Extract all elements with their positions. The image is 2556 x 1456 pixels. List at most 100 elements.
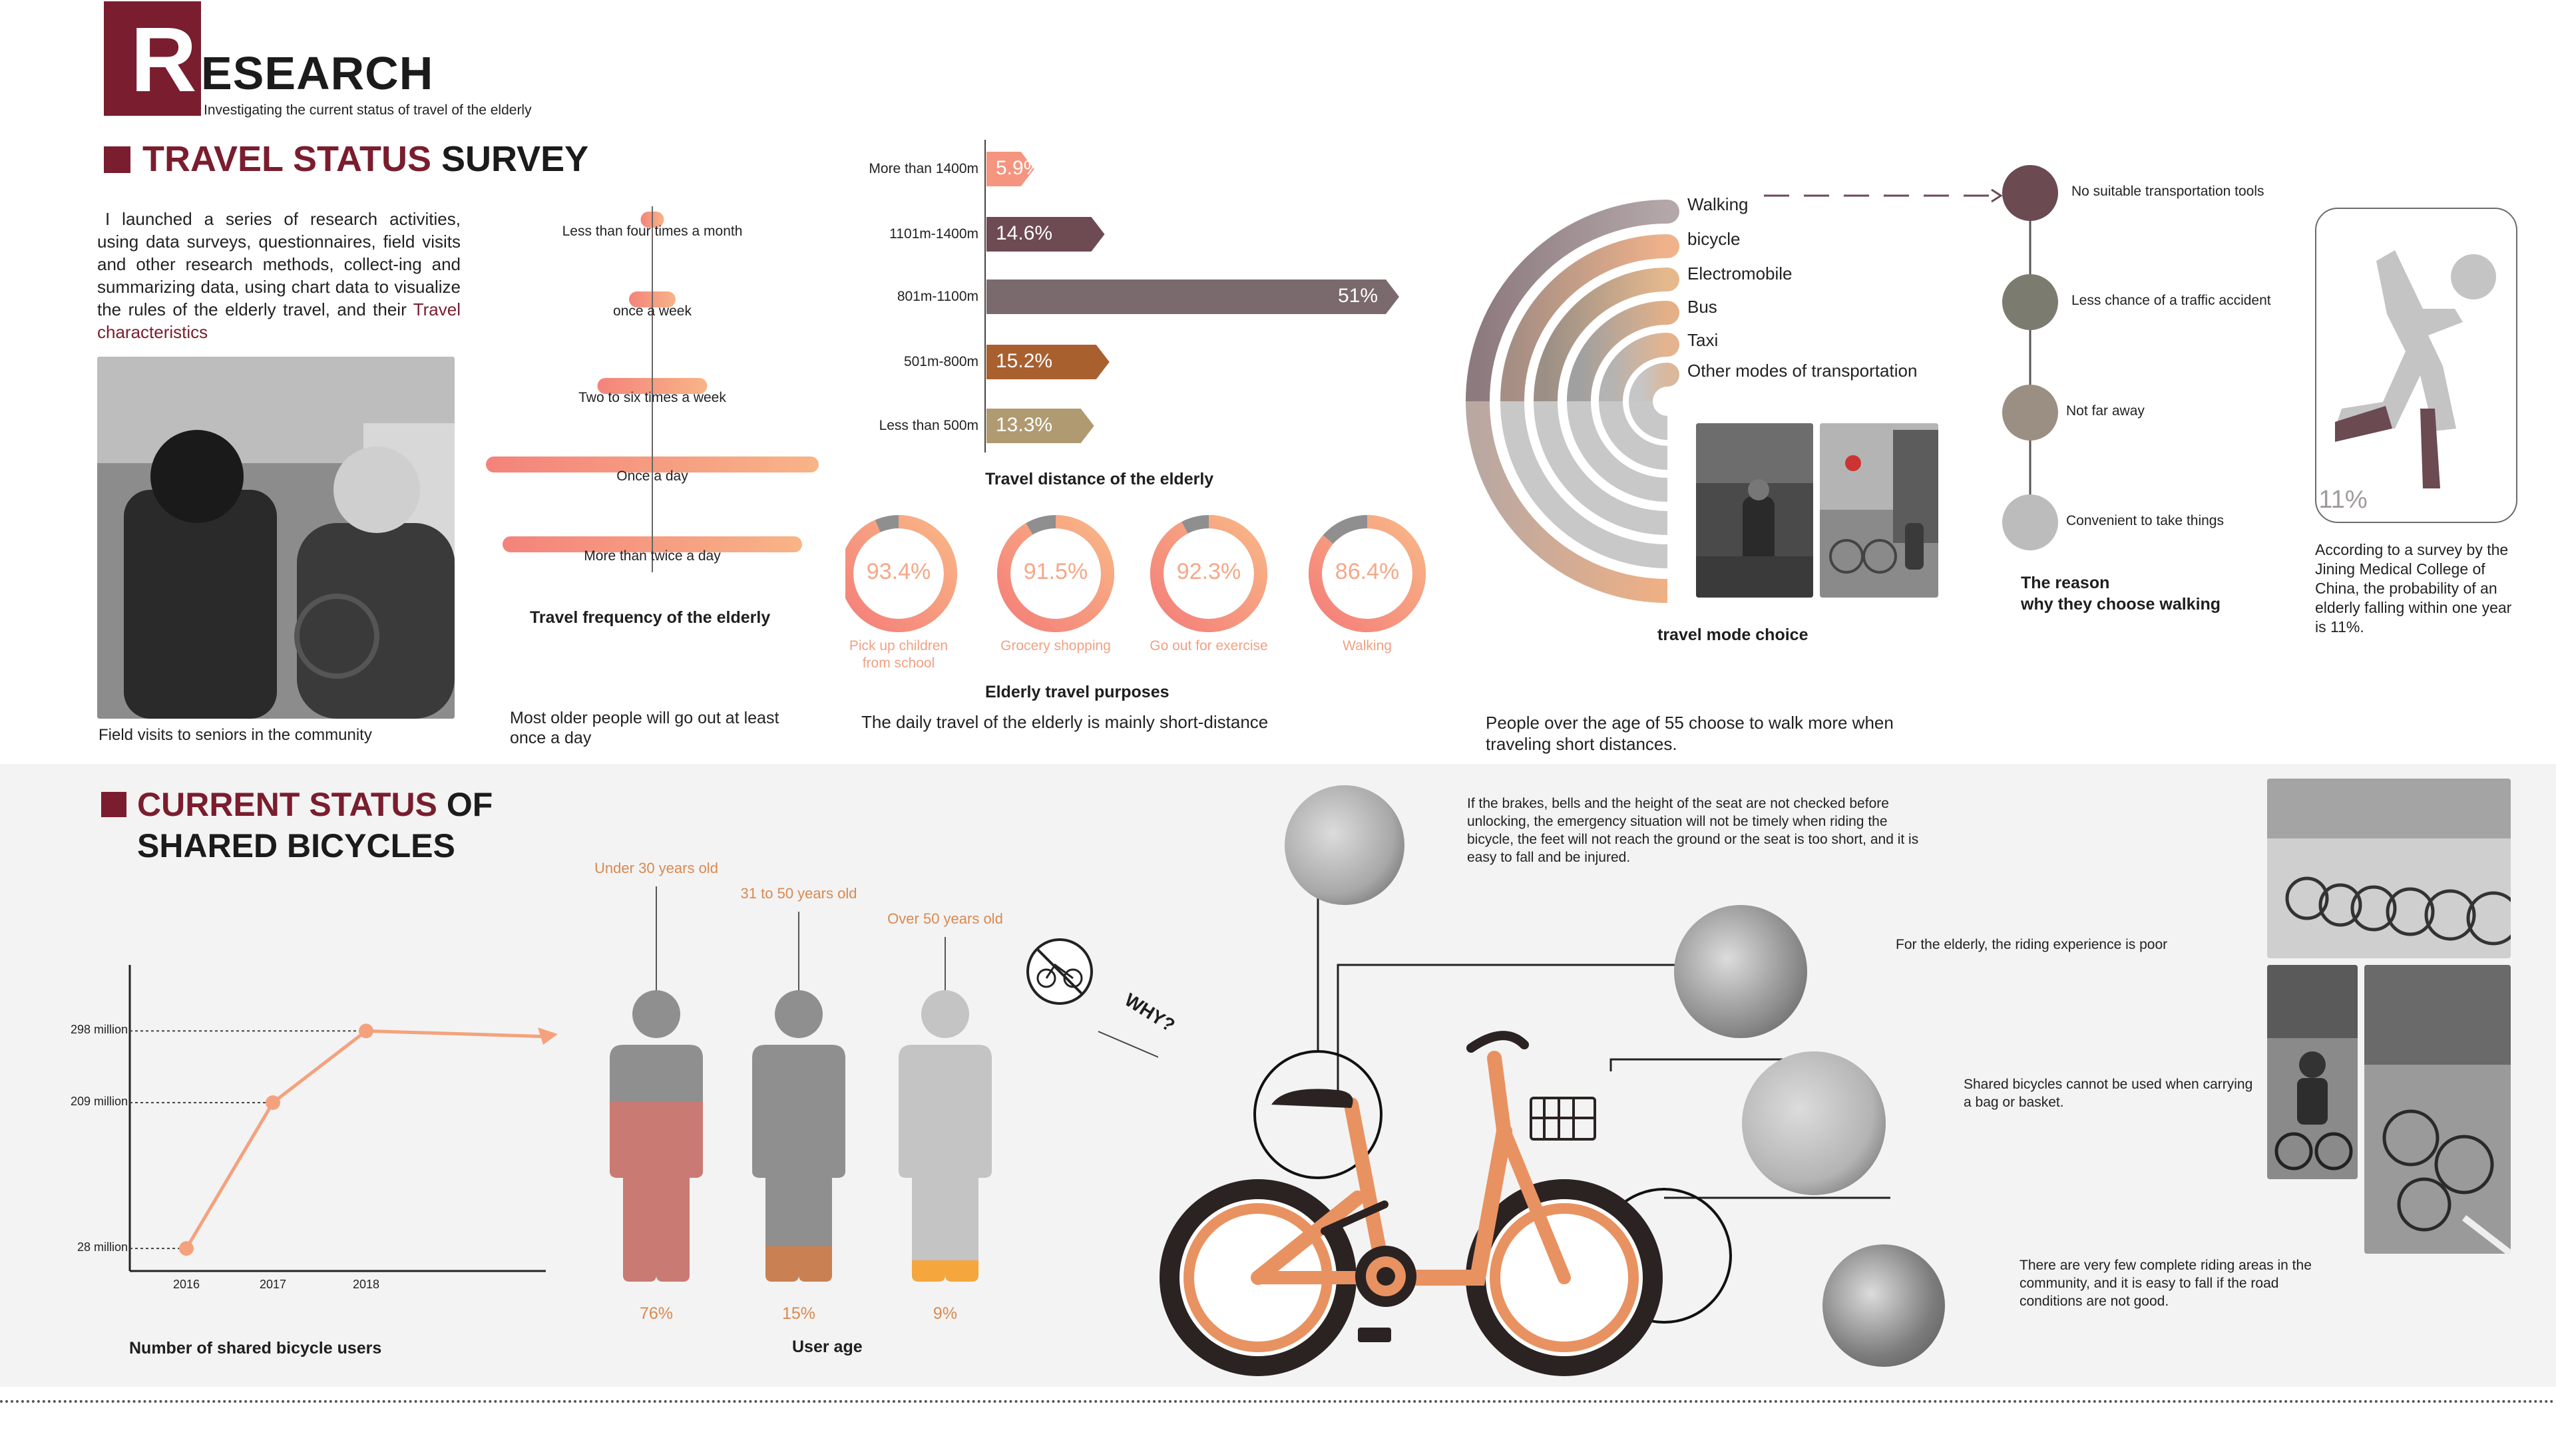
age-body xyxy=(752,1045,845,1282)
purpose-label: Grocery shopping xyxy=(1000,638,1111,653)
section2-title-black-1: OF xyxy=(446,786,493,823)
intro-text: I launched a series of research activiti… xyxy=(97,208,461,343)
mode-arc-lower xyxy=(1534,401,1668,535)
frequency-note: Most older people will go out at least o… xyxy=(510,709,779,747)
reason-dot xyxy=(2002,274,2058,330)
mode-label: Bus xyxy=(1687,297,1717,317)
distance-label: Less than 500m xyxy=(879,418,978,433)
falling-person-icon xyxy=(2335,250,2496,488)
problem-photo xyxy=(1285,785,1404,905)
street-photo-1 xyxy=(1696,423,1813,598)
mode-title: travel mode choice xyxy=(1657,626,1809,644)
section2-title-black-2: SHARED BICYCLES xyxy=(137,827,455,864)
purpose-value: 91.5% xyxy=(1023,559,1088,584)
distance-label: More than 1400m xyxy=(869,161,978,176)
mode-label: Walking xyxy=(1687,194,1749,214)
problem-photo xyxy=(1822,1244,1945,1367)
mode-label: Taxi xyxy=(1687,330,1719,350)
problem-text: For the elderly, the riding experience i… xyxy=(1896,937,2168,952)
street-photo-2 xyxy=(1820,423,1938,598)
fall-note: According to a survey by the Jining Medi… xyxy=(2315,541,2512,636)
frequency-label: More than twice a day xyxy=(584,548,721,564)
age-label: Under 30 years old xyxy=(594,860,718,876)
age-fill xyxy=(610,1101,703,1282)
age-chart: Under 30 years old 76% 31 to 50 years old 1… xyxy=(586,852,1179,1344)
fallen-bikes-photo-art xyxy=(2364,965,2511,1254)
field-visit-photo xyxy=(97,357,455,719)
logo-block xyxy=(104,1,201,116)
rider-photo-art xyxy=(2267,965,2358,1179)
section2-title: CURRENT STATUS OF SHARED BICYCLES xyxy=(137,784,493,866)
field-visit-caption: Field visits to seniors in the community xyxy=(99,726,372,744)
street-photo-2-art xyxy=(1820,423,1938,598)
fall-value: 11% xyxy=(2318,486,2368,514)
mode-arc xyxy=(1534,268,1679,413)
bike-row-photo-art xyxy=(2267,779,2511,958)
age-value: 15% xyxy=(781,1304,816,1323)
purpose-value: 92.3% xyxy=(1176,559,1241,584)
page-title: ESEARCH xyxy=(201,47,434,99)
fallen-bikes-photo xyxy=(2364,965,2511,1254)
dashed-arrow xyxy=(1764,186,2010,210)
users-x-label: 2016 xyxy=(172,1278,200,1291)
reasons-svg xyxy=(2002,165,2058,550)
users-value-label: 298 million xyxy=(70,1023,128,1037)
fall-card: 11% xyxy=(2315,208,2517,523)
purpose-svg xyxy=(845,515,1426,632)
users-title: Number of shared bicycle users xyxy=(129,1339,382,1358)
purpose-ring-arc xyxy=(997,515,1114,632)
frequency-label: Once a day xyxy=(616,468,688,484)
age-head xyxy=(921,990,969,1038)
users-chart: 28 million 2016 209 million 2017 298 million… xyxy=(53,958,572,1304)
problem-text: There are very few complete riding areas… xyxy=(2020,1258,2312,1309)
age-label: Over 50 years old xyxy=(887,910,1003,927)
reason-title: The reason why they choose walking xyxy=(2021,572,2221,615)
purpose-label: Pick up children from school xyxy=(849,638,949,671)
users-x-label: 2018 xyxy=(352,1278,380,1291)
distance-bar xyxy=(986,345,1110,379)
field-visit-photo-art xyxy=(97,357,455,719)
front-basket xyxy=(1530,1097,1596,1141)
purpose-chart: 93.4% Pick up children from school 91.5% Gr… xyxy=(845,506,1444,679)
mode-label: bicycle xyxy=(1687,229,1741,249)
distance-label: 501m-800m xyxy=(903,354,978,369)
users-chart-svg xyxy=(128,965,558,1272)
frequency-label: Two to six times a week xyxy=(578,390,726,405)
section1-title-black: SURVEY xyxy=(441,139,589,179)
distance-bar xyxy=(986,152,1034,186)
purpose-note: The daily travel of the elderly is mainl… xyxy=(861,712,1269,732)
purpose-value: 93.4% xyxy=(866,559,931,584)
street-photo-1-art xyxy=(1696,423,1813,598)
purpose-value: 86.4% xyxy=(1335,559,1400,584)
bicycle-svg xyxy=(1160,850,1890,1376)
mode-label: Other modes of transportation xyxy=(1687,361,1918,381)
mode-label: Electromobile xyxy=(1687,264,1793,283)
reason-title-line2: why they choose walking xyxy=(2021,595,2221,614)
frequency-chart: Less than four times a month once a week T… xyxy=(486,200,819,572)
distance-label: 801m-1100m xyxy=(897,289,978,304)
frequency-title: Travel frequency of the elderly xyxy=(530,608,771,627)
reason-title-line1: The reason xyxy=(2021,574,2110,592)
rider-photo xyxy=(2267,965,2358,1179)
age-label: 31 to 50 years old xyxy=(740,885,857,902)
mode-arc xyxy=(1500,234,1679,413)
distance-bar xyxy=(986,409,1094,443)
reason-dot xyxy=(2002,494,2058,550)
distance-value: 13.3% xyxy=(996,414,1053,436)
reasons-chart: No suitable transportation tools Less cha… xyxy=(1997,160,2276,559)
distance-value: 51% xyxy=(1338,285,1379,307)
section2-title-red: CURRENT STATUS xyxy=(137,786,437,823)
age-value: 76% xyxy=(639,1304,674,1323)
reason-label: Convenient to take things xyxy=(2066,513,2224,528)
problem-text: If the brakes, bells and the height of t… xyxy=(1467,796,1919,865)
mode-arcs-svg xyxy=(1466,200,1679,603)
mode-arc xyxy=(1629,363,1679,413)
intro-highlight: Travel characteristics xyxy=(97,299,461,342)
mode-arc-lower xyxy=(1629,400,1669,440)
section2-marker xyxy=(101,792,126,817)
purpose-title: Elderly travel purposes xyxy=(985,683,1170,701)
age-title: User age xyxy=(792,1338,863,1356)
age-body xyxy=(899,1045,992,1282)
distance-value: 14.6% xyxy=(996,222,1053,244)
users-point xyxy=(266,1095,280,1110)
